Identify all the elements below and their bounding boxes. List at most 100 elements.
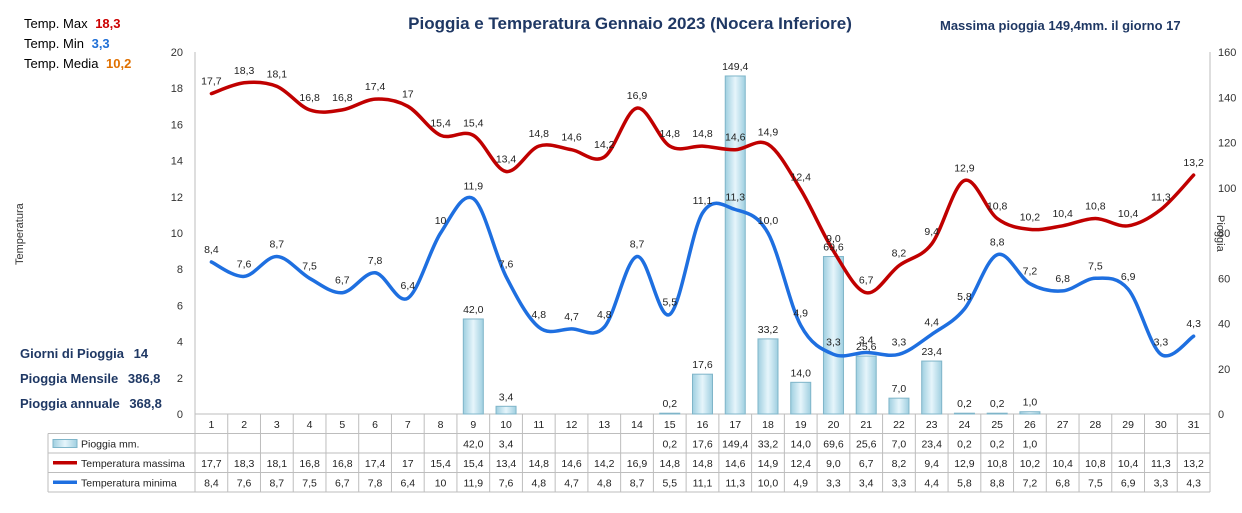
rain-data-label: 33,2	[758, 324, 779, 336]
category-tick: 19	[795, 419, 807, 431]
y-tick-right: 20	[1218, 364, 1230, 376]
category-tick: 4	[307, 419, 313, 431]
table-cell: 5,8	[957, 478, 972, 490]
table-cell: 18,1	[267, 458, 288, 470]
rain-bar	[888, 397, 910, 415]
temp-max-data-label: 16,8	[299, 92, 320, 104]
temp-min-data-label: 7,2	[1023, 266, 1038, 278]
temp-min-data-label: 6,4	[401, 280, 416, 292]
table-cell: 0,2	[990, 439, 1005, 451]
temp-max-data-label: 17,7	[201, 76, 222, 88]
table-cell: 10,4	[1118, 458, 1139, 470]
table-cell: 9,0	[826, 458, 841, 470]
table-cell: 4,3	[1186, 478, 1201, 490]
temp-min-data-label: 7,6	[237, 258, 252, 270]
rain-bar	[692, 373, 713, 415]
table-cell: 7,0	[892, 439, 907, 451]
rain-data-label: 0,2	[990, 398, 1005, 410]
category-tick: 30	[1155, 419, 1167, 431]
rain-bar	[822, 256, 844, 415]
category-tick: 21	[860, 419, 872, 431]
temp-max-data-label: 10,8	[987, 201, 1008, 213]
table-cell: 7,6	[237, 478, 252, 490]
table-cell: 5,5	[662, 478, 677, 490]
temp-max-data-label: 16,9	[627, 90, 648, 102]
table-cell: 4,8	[531, 478, 546, 490]
table-cell: 10,4	[1052, 458, 1073, 470]
table-cell: 14,6	[725, 458, 746, 470]
temp-min-data-label: 11,1	[693, 195, 713, 207]
temp-max-data-label: 10,8	[1085, 201, 1106, 213]
table-cell: 17,7	[201, 458, 222, 470]
category-tick: 16	[697, 419, 709, 431]
temp-min-data-label: 4,3	[1186, 318, 1201, 330]
table-cell: 14,0	[791, 439, 812, 451]
temp-min-data-label: 3,3	[892, 336, 907, 348]
table-cell: 8,2	[892, 458, 907, 470]
table-cell: 6,7	[859, 458, 874, 470]
y-tick-left: 18	[171, 83, 183, 95]
temp-max-data-label: 10,4	[1118, 208, 1139, 220]
max-rain-text: Massima pioggia 149,4mm. il giorno 17	[940, 18, 1181, 33]
table-cell: 16,9	[627, 458, 648, 470]
y-tick-left: 14	[171, 156, 183, 168]
table-row-name: Temperatura minima	[81, 478, 177, 490]
temp-max-data-label: 9,4	[924, 226, 939, 238]
temp-max-data-label: 9,0	[826, 233, 841, 245]
table-cell: 14,9	[758, 458, 779, 470]
rain-bar	[986, 412, 1008, 415]
table-cell: 7,5	[1088, 478, 1103, 490]
rain-bar	[855, 355, 877, 415]
table-cell: 11,3	[1151, 458, 1171, 470]
category-tick: 18	[762, 419, 774, 431]
table-cell: 14,6	[561, 458, 582, 470]
y-tick-left: 6	[177, 300, 183, 312]
rain-data-label: 0,2	[957, 398, 972, 410]
category-tick: 12	[566, 419, 578, 431]
table-cell: 14,2	[594, 458, 615, 470]
rain-data-label: 25,6	[856, 341, 877, 353]
table-cell: 6,4	[401, 478, 416, 490]
table-cell: 4,9	[793, 478, 808, 490]
rain-bar	[659, 412, 681, 415]
temp-max-data-label: 14,8	[692, 128, 713, 140]
rain-bar	[1019, 411, 1041, 415]
rain-bar	[953, 412, 975, 415]
temp-max-data-label: 15,4	[463, 117, 484, 129]
summary-mensile-value: 386,8	[127, 371, 161, 386]
y-tick-left: 16	[171, 119, 183, 131]
temp-media-label: Temp. Media	[24, 56, 99, 71]
y-tick-right: 0	[1218, 409, 1224, 421]
temp-min-data-label: 4,8	[597, 309, 612, 321]
table-cell: 7,8	[368, 478, 383, 490]
temp-max-data-label: 10,2	[1020, 211, 1041, 223]
temp-max-data-label: 17,4	[365, 81, 386, 93]
table-cell: 33,2	[758, 439, 779, 451]
table-cell: 6,7	[335, 478, 350, 490]
y-tick-left: 8	[177, 264, 183, 276]
temp-min-data-label: 3,3	[826, 336, 841, 348]
rain-bar	[757, 338, 779, 415]
temp-min-data-label: 6,7	[335, 275, 350, 287]
y-tick-left: 10	[171, 228, 183, 240]
table-row-name: Pioggia mm.	[81, 439, 139, 451]
temp-max-data-label: 14,6	[561, 132, 582, 144]
table-cell: 18,3	[234, 458, 255, 470]
temp-max-data-label: 6,7	[859, 275, 874, 287]
rain-data-label: 1,0	[1023, 397, 1038, 409]
rain-data-label: 149,4	[722, 61, 748, 73]
rain-bar	[462, 318, 484, 415]
summary-giorni-label: Giorni di Pioggia	[20, 346, 124, 361]
summary-annuale-label: Pioggia annuale	[20, 396, 120, 411]
temp-min-data-label: 5,5	[662, 296, 677, 308]
rain-data-label: 3,4	[499, 391, 514, 403]
category-tick: 8	[438, 419, 444, 431]
rain-bar	[790, 381, 812, 415]
y-tick-right: 80	[1218, 228, 1230, 240]
table-cell: 9,4	[924, 458, 939, 470]
category-tick: 3	[274, 419, 280, 431]
category-tick: 31	[1188, 419, 1200, 431]
table-cell: 10,8	[1085, 458, 1106, 470]
category-tick: 17	[729, 419, 741, 431]
table-cell: 13,2	[1183, 458, 1204, 470]
